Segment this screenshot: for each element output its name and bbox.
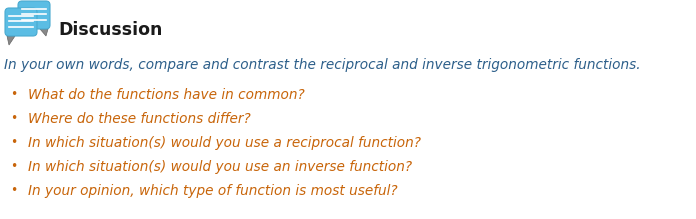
Text: •: •: [10, 112, 17, 125]
Text: In which situation(s) would you use a reciprocal function?: In which situation(s) would you use a re…: [28, 136, 421, 150]
Text: In your own words, compare and contrast the reciprocal and inverse trigonometric: In your own words, compare and contrast …: [4, 58, 640, 72]
Text: Where do these functions differ?: Where do these functions differ?: [28, 112, 251, 126]
Text: What do the functions have in common?: What do the functions have in common?: [28, 88, 305, 102]
Text: •: •: [10, 136, 17, 149]
Text: In which situation(s) would you use an inverse function?: In which situation(s) would you use an i…: [28, 160, 412, 174]
Polygon shape: [40, 29, 48, 36]
Polygon shape: [7, 36, 15, 45]
Text: Discussion: Discussion: [58, 21, 162, 39]
Text: •: •: [10, 88, 17, 101]
FancyBboxPatch shape: [18, 1, 50, 29]
Text: In your opinion, which type of function is most useful?: In your opinion, which type of function …: [28, 184, 397, 198]
Text: •: •: [10, 184, 17, 197]
Text: •: •: [10, 160, 17, 173]
FancyBboxPatch shape: [5, 8, 37, 36]
